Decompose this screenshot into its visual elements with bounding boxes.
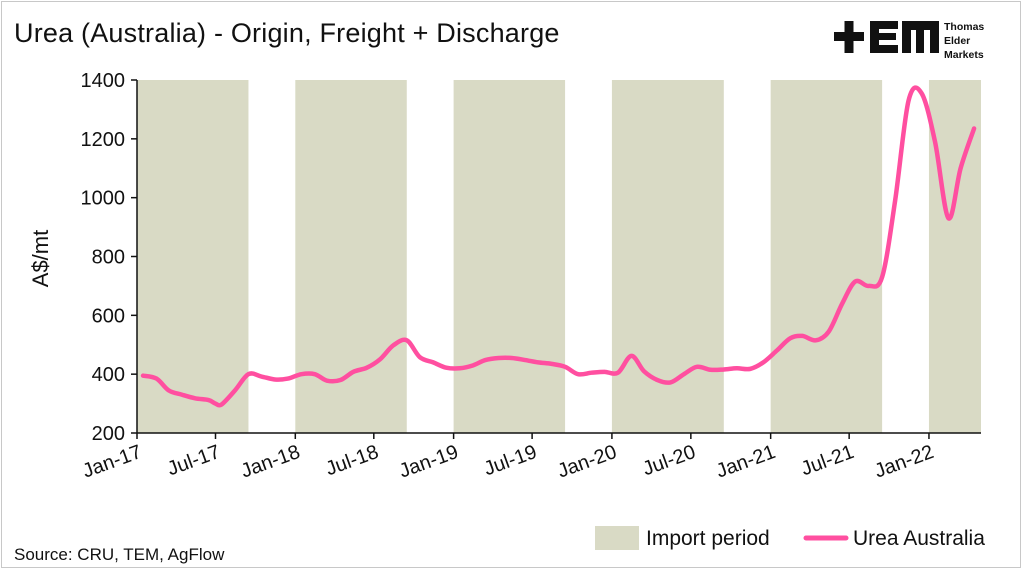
import-period-band-0 [137,80,249,433]
legend-label-urea-australia: Urea Australia [853,527,985,550]
logo-line-2: Elder [944,35,971,47]
x-tick-label-Jan-19: Jan-19 [396,441,461,483]
y-tick-label-1000: 1000 [81,188,126,210]
x-tick-label-Jan-17: Jan-17 [80,441,145,483]
series-line-urea-australia [140,85,977,408]
logo-line-1: Thomas [944,21,985,33]
legend-swatch-import-period [595,526,639,550]
y-tick-label-200: 200 [92,423,125,445]
tem-logo: Thomas Elder Markets [830,18,984,70]
page-title: Urea (Australia) - Origin, Freight + Dis… [14,18,560,48]
x-tick-label-Jan-18: Jan-18 [238,441,303,483]
x-tick-label-Jul-21: Jul-21 [798,441,857,480]
x-tick-label-Jul-17: Jul-17 [164,441,223,480]
y-tick-label-1400: 1400 [81,70,126,92]
legend-label-import-period: Import period [646,527,770,550]
x-tick-label-Jul-18: Jul-18 [323,441,382,480]
import-period-band-1 [295,80,407,433]
import-period-band-2 [453,80,566,433]
source-note: Source: CRU, TEM, AgFlow [14,545,225,564]
import-period-band-4 [770,80,883,433]
tem-logo-mark-icon [834,21,939,53]
x-tick-label-Jan-20: Jan-20 [555,441,620,483]
y-tick-label-600: 600 [92,305,125,327]
x-tick-label-Jul-20: Jul-20 [640,441,699,480]
x-tick-label-Jan-22: Jan-22 [872,441,937,483]
y-tick-label-400: 400 [92,364,125,386]
x-tick-label-Jul-19: Jul-19 [481,441,540,480]
y-tick-label-1200: 1200 [81,129,126,151]
y-tick-label-800: 800 [92,247,125,269]
y-axis-label: A$/mt [28,230,53,287]
tem-logo-wordmark: Thomas Elder Markets [944,20,984,62]
import-period-band-3 [611,80,724,433]
x-tick-label-Jan-21: Jan-21 [713,441,778,483]
logo-line-3: Markets [944,49,984,61]
